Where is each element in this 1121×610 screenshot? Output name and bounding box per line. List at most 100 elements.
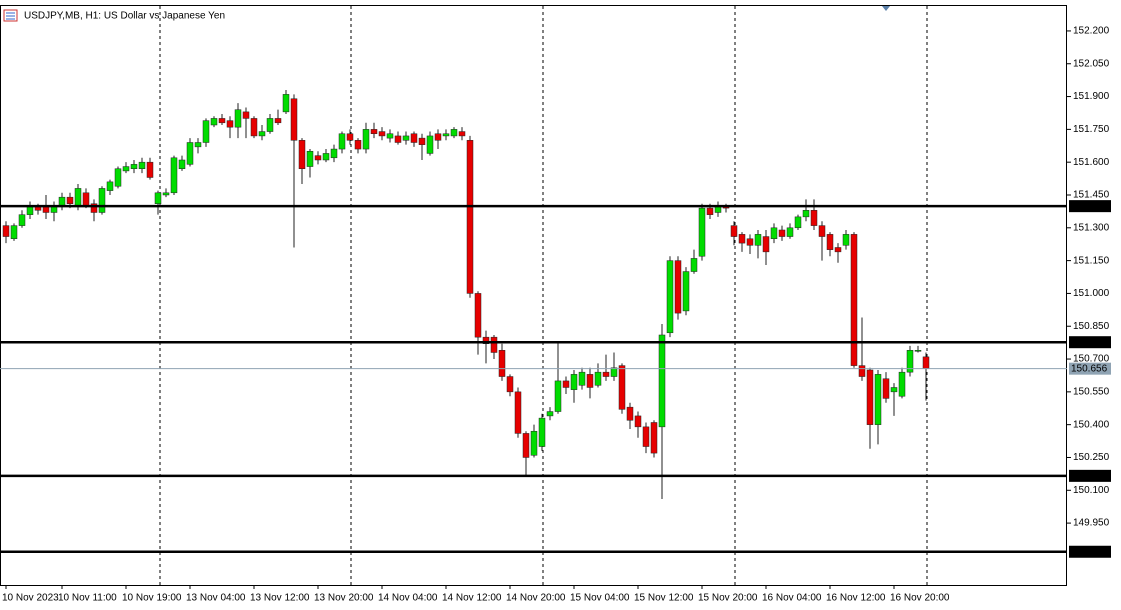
x-tick-label: 13 Nov 12:00 <box>250 593 310 604</box>
candle-body <box>266 118 274 132</box>
candle-body <box>890 387 898 393</box>
candle-body <box>802 210 810 218</box>
candle-body <box>354 140 362 150</box>
y-tick-label: 151.600 <box>1073 157 1110 168</box>
candle-body <box>154 192 162 204</box>
candle-body <box>850 234 858 366</box>
candle-body <box>866 369 874 425</box>
candle-body <box>106 181 114 191</box>
candle-body <box>250 118 258 137</box>
level-label-box <box>1069 336 1111 349</box>
candle-body <box>330 148 338 159</box>
candle-body <box>522 433 530 458</box>
candle-body <box>594 371 602 386</box>
candle-body <box>618 365 626 410</box>
candle-body <box>706 207 714 215</box>
candle-body <box>346 133 354 141</box>
candle-body <box>650 422 658 454</box>
bid-label-box <box>1069 362 1111 375</box>
candle-body <box>146 161 154 178</box>
candle-body <box>586 374 594 388</box>
x-tick-label: 14 Nov 20:00 <box>506 593 566 604</box>
candle-body <box>410 133 418 143</box>
candle-body <box>338 133 346 150</box>
candle-body <box>90 203 98 213</box>
x-tick-label: 10 Nov 19:00 <box>122 593 182 604</box>
candle-body <box>730 225 738 237</box>
bid-label: 150.656 <box>1071 363 1108 374</box>
y-tick-label: 151.750 <box>1073 124 1110 135</box>
y-tick-label: 152.200 <box>1073 26 1110 37</box>
candle-body <box>842 234 850 246</box>
candle-body <box>66 196 74 204</box>
candle-body <box>402 135 410 141</box>
candle-body <box>786 227 794 237</box>
candle-body <box>898 371 906 397</box>
candle-body <box>666 260 674 334</box>
candle-body <box>258 131 266 137</box>
x-tick-label: 10 Nov 11:00 <box>58 593 117 604</box>
candle-body <box>826 234 834 250</box>
candle-body <box>914 350 922 352</box>
x-tick-label: 15 Nov 04:00 <box>570 593 630 604</box>
candle-body <box>186 142 194 165</box>
candle-body <box>450 129 458 137</box>
candle-body <box>530 430 538 456</box>
candle-body <box>562 380 570 388</box>
candle-body <box>290 98 298 141</box>
candle-body <box>226 120 234 128</box>
candle-body <box>442 133 450 137</box>
candle-body <box>834 247 842 253</box>
shift-marker <box>882 6 890 11</box>
candle-body <box>202 120 210 143</box>
candle-body <box>234 109 242 128</box>
x-tick-label: 14 Nov 12:00 <box>442 593 502 604</box>
candle-body <box>178 159 186 169</box>
candle-body <box>858 365 866 377</box>
candle-body <box>546 411 554 417</box>
candle-body <box>466 140 474 294</box>
candle-body <box>738 234 746 244</box>
candle-body <box>498 350 506 377</box>
candle-body <box>306 150 314 167</box>
candle-body <box>634 415 642 428</box>
candle-body <box>170 157 178 194</box>
candle-body <box>10 225 18 239</box>
y-tick-label: 151.300 <box>1073 222 1110 233</box>
candle-body <box>506 376 514 393</box>
candle-body <box>122 166 130 172</box>
x-tick-label: 16 Nov 20:00 <box>890 593 950 604</box>
candle-body <box>322 153 330 161</box>
y-tick-label: 150.400 <box>1073 419 1110 430</box>
y-tick-label: 151.000 <box>1073 288 1110 299</box>
candle-body <box>922 356 930 369</box>
symbol-icon <box>3 9 18 22</box>
candle-body <box>98 188 106 213</box>
candle-body <box>298 140 306 169</box>
candle-body <box>114 168 122 187</box>
candle-body <box>554 380 562 412</box>
candle-body <box>762 236 770 253</box>
candle-body <box>242 111 250 119</box>
level-label: 149.819 <box>1071 546 1108 557</box>
candle-body <box>610 367 618 377</box>
candle-body <box>538 417 546 447</box>
y-tick-label: 150.700 <box>1073 354 1110 365</box>
candle-body <box>578 371 586 386</box>
candle-body <box>418 137 426 145</box>
candle-body <box>314 155 322 161</box>
x-tick-label: 13 Nov 04:00 <box>186 593 246 604</box>
candle-body <box>746 238 754 246</box>
candle-body <box>426 135 434 154</box>
candle-body <box>434 133 442 141</box>
level-label-box <box>1069 545 1111 558</box>
candle-body <box>74 188 82 207</box>
candle-body <box>130 164 138 169</box>
candle-body <box>698 207 706 257</box>
candle-body <box>674 260 682 314</box>
candle-body <box>210 118 218 126</box>
x-tick-label: 16 Nov 12:00 <box>826 593 886 604</box>
candle-body <box>394 135 402 143</box>
y-tick-label: 151.900 <box>1073 91 1110 102</box>
level-label: 150.777 <box>1071 337 1108 348</box>
